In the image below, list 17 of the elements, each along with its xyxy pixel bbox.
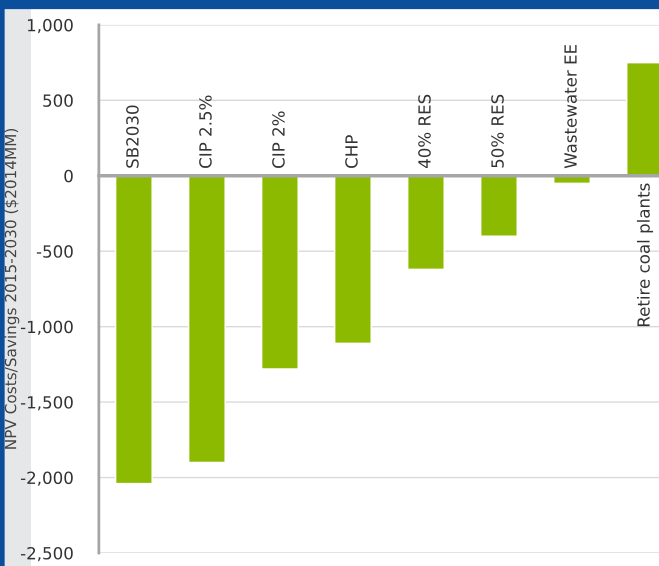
y-axis-title: NPV Costs/Savings 2015-2030 ($2014MM) bbox=[4, 128, 20, 449]
y-tick-label: 1,000 bbox=[28, 18, 73, 34]
y-tick-label: 500 bbox=[43, 94, 73, 107]
y-tick-label: -1,500 bbox=[20, 396, 73, 410]
y-tick-label: -1,000 bbox=[20, 320, 73, 335]
x-tick-label: CHP bbox=[345, 135, 358, 168]
x-tick-label: Wastewater EE bbox=[564, 44, 577, 168]
x-tick-label: CIP 2% bbox=[272, 111, 285, 168]
y-tick-label: -500 bbox=[36, 245, 73, 258]
y-tick-label: -2,000 bbox=[20, 472, 73, 486]
y-tick-label: -2,500 bbox=[20, 546, 73, 562]
x-tick-label: 40% RES bbox=[418, 94, 431, 168]
y-tick-label: 0 bbox=[64, 170, 73, 182]
x-tick-label: SB2030 bbox=[126, 106, 139, 168]
x-tick-label: 50% RES bbox=[491, 94, 504, 168]
x-tick-label: Retire coal plants bbox=[636, 184, 654, 326]
x-tick-label: CIP 2.5% bbox=[199, 96, 212, 168]
